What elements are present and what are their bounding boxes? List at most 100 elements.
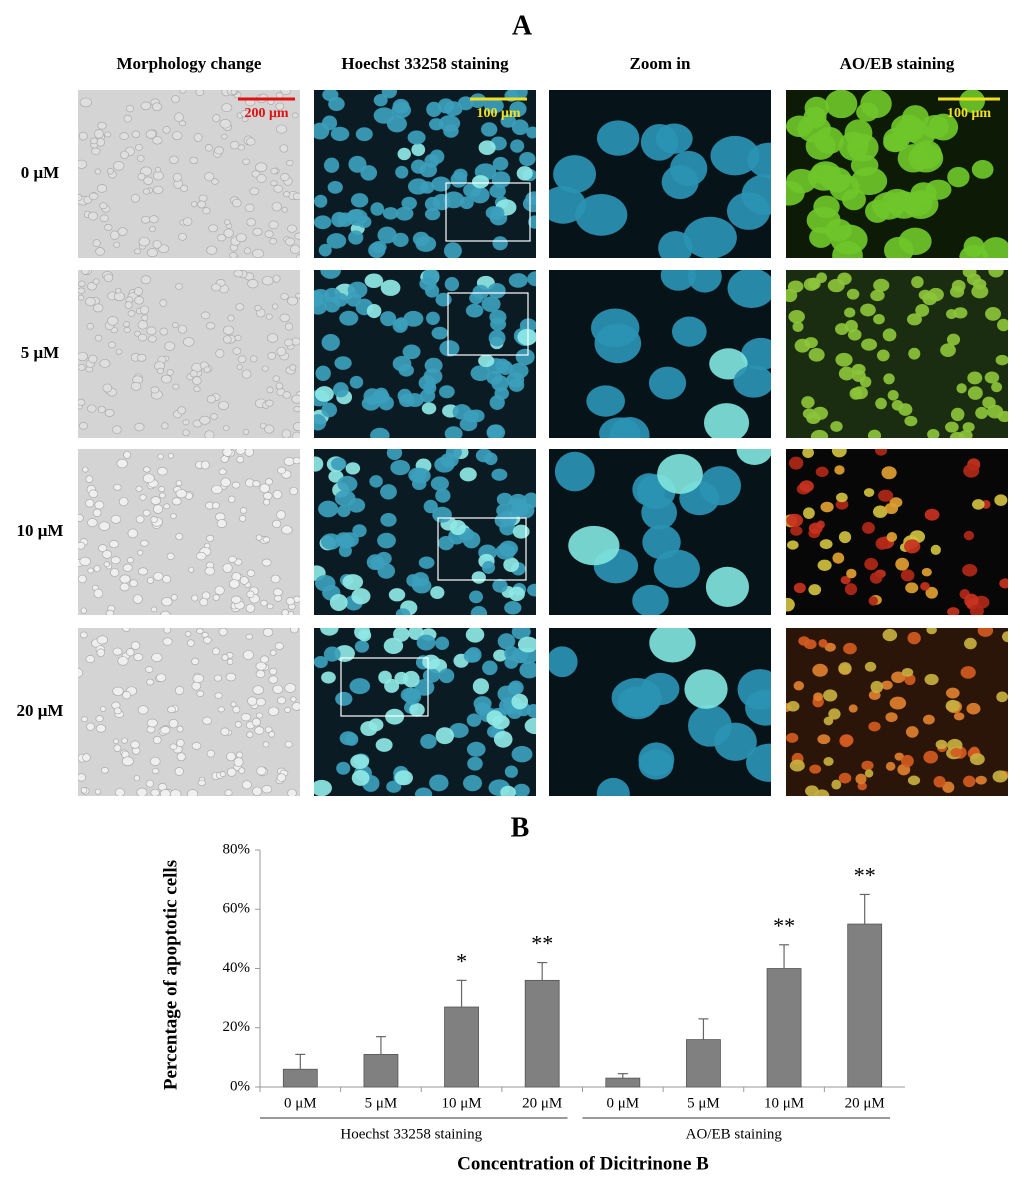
cell — [329, 594, 348, 611]
cell — [820, 501, 834, 513]
cell — [281, 206, 288, 213]
cell — [492, 578, 508, 593]
cell — [321, 333, 340, 351]
cell — [599, 417, 641, 438]
cell — [152, 136, 163, 145]
cell — [176, 738, 185, 748]
cell — [924, 508, 940, 521]
cell — [953, 712, 965, 721]
cell — [172, 322, 179, 328]
cell — [121, 737, 128, 744]
cell — [416, 634, 436, 651]
cell — [846, 288, 860, 300]
cell — [333, 293, 348, 307]
cell — [490, 206, 505, 221]
cell — [252, 685, 264, 695]
cell — [314, 194, 328, 208]
cell — [491, 715, 510, 730]
cell — [156, 673, 167, 683]
cell — [170, 594, 178, 601]
cell — [241, 369, 252, 379]
cell — [883, 373, 895, 385]
cell — [286, 159, 294, 167]
cell — [922, 714, 935, 725]
cell — [412, 231, 430, 246]
cell — [137, 705, 149, 715]
cell — [195, 551, 207, 561]
cell — [802, 408, 816, 419]
cell — [803, 337, 818, 349]
cell — [284, 338, 294, 347]
cell — [87, 211, 99, 221]
cell — [266, 386, 274, 394]
cell — [847, 328, 862, 341]
cell — [139, 494, 147, 501]
cell — [236, 751, 244, 759]
cell — [292, 192, 300, 201]
cell — [339, 310, 359, 326]
cell — [138, 236, 150, 247]
cell — [78, 193, 83, 202]
cell — [178, 324, 188, 334]
cell — [360, 165, 378, 181]
cell — [864, 769, 874, 778]
cell — [79, 97, 92, 108]
cell — [388, 588, 406, 602]
cell — [418, 556, 435, 569]
cell — [85, 475, 94, 483]
micrograph — [549, 90, 771, 258]
cell — [314, 122, 330, 140]
cell — [999, 578, 1008, 589]
cell — [861, 760, 874, 771]
cell — [142, 466, 151, 473]
cell — [190, 369, 198, 378]
cell — [172, 383, 180, 390]
cell — [411, 578, 432, 594]
cell — [196, 628, 204, 635]
cell — [500, 114, 516, 128]
cell — [242, 158, 250, 165]
cell — [395, 165, 409, 179]
cell — [277, 696, 287, 705]
cell — [150, 496, 161, 505]
cell — [649, 628, 696, 663]
cell — [435, 292, 452, 307]
cell — [230, 701, 237, 708]
cell — [493, 730, 513, 748]
cell — [228, 555, 237, 563]
cell — [189, 156, 198, 165]
cell — [969, 746, 980, 756]
cell — [981, 237, 1008, 258]
cell — [684, 669, 728, 709]
micrograph — [314, 270, 536, 438]
cell — [90, 137, 98, 145]
cell — [200, 311, 211, 320]
cell — [869, 572, 883, 584]
cell — [369, 475, 383, 488]
cell — [146, 678, 154, 686]
cell — [554, 451, 595, 492]
cell — [78, 294, 85, 301]
cell — [206, 534, 215, 542]
cell — [511, 628, 531, 640]
cell — [269, 649, 277, 656]
cell — [280, 90, 292, 96]
cell — [232, 198, 242, 208]
cell — [204, 430, 215, 438]
cell — [157, 466, 168, 476]
cell — [409, 703, 425, 717]
cell — [810, 429, 829, 438]
cell — [486, 424, 506, 438]
cell — [281, 608, 290, 615]
cell — [265, 399, 274, 407]
cell — [402, 670, 420, 688]
cell — [178, 120, 186, 127]
cell — [99, 202, 108, 210]
cell — [80, 787, 88, 794]
cell — [962, 564, 978, 577]
cell — [249, 187, 260, 196]
cell — [80, 270, 90, 275]
cell — [292, 422, 300, 432]
cell — [93, 588, 104, 599]
cell — [233, 757, 244, 767]
